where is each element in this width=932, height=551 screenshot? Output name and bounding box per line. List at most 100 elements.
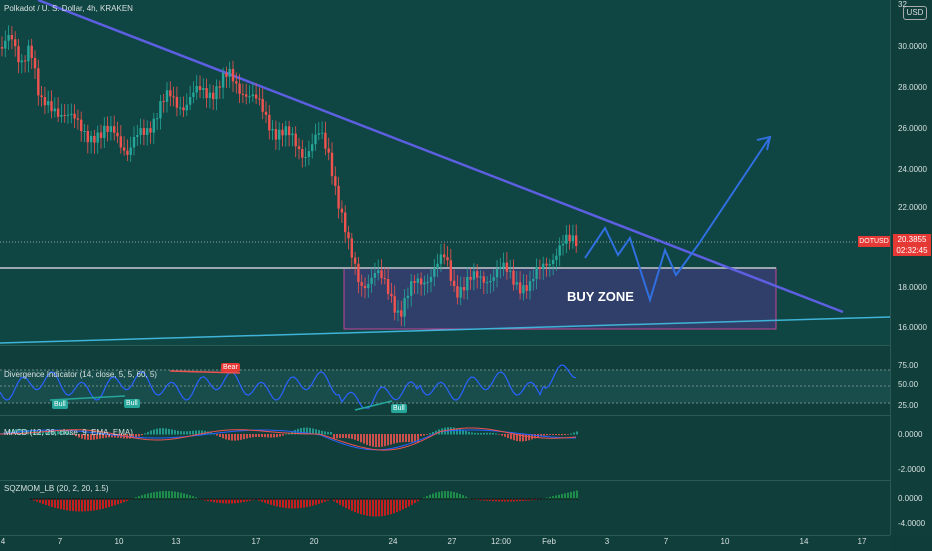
candle-body [373,273,377,278]
macd-histogram-bar [369,434,371,446]
time-tick: 24 [388,537,398,546]
macd-histogram-bar [516,434,518,441]
macd-histogram-bar [402,434,404,443]
squeeze-dot [114,498,116,500]
squeeze-dot [87,498,89,500]
momentum-bar [249,499,251,501]
momentum-bar [387,499,389,516]
squeeze-dot [159,498,161,500]
macd-pane[interactable]: MACD (12, 26, close, 9, EMA, EMA) [0,415,890,481]
squeeze-dot [441,498,443,500]
macd-histogram-bar [99,434,101,439]
price-label: 26.0000 [898,124,927,133]
candle-body [202,88,205,90]
squeeze-dot [120,498,122,500]
symbol-info: Polkadot / U. S. Dollar, 4h, KRAKEN [4,4,133,13]
squeeze-dot [264,498,266,500]
momentum-bar [213,499,215,503]
candle-body [142,128,146,135]
macd-histogram-bar [564,434,566,436]
squeeze-dot [486,498,488,500]
momentum-bar [318,499,320,504]
macd-chart [0,427,578,451]
symbol-tag: DOTUSD [858,236,890,247]
divergence-indicator-pane[interactable]: Divergence Indicator (14, close, 5, 5, 6… [0,345,890,416]
momentum-bar [120,499,122,504]
candle-body [518,282,522,294]
squeeze-dot [297,498,299,500]
candle-body [558,245,561,256]
macd-histogram-bar [495,433,497,435]
macd-histogram-bar [528,434,530,441]
squeeze-dot [504,498,506,500]
candle-body [152,118,155,133]
candle-body [337,185,340,209]
squeeze-dot [390,498,392,500]
momentum-bar [57,499,59,509]
macd-histogram-bar [465,431,467,435]
squeeze-dot [429,498,431,500]
squeeze-dot [291,498,293,500]
momentum-bar [384,499,386,516]
squeeze-dot [339,498,341,500]
macd-histogram-bar [534,434,536,439]
macd-histogram-bar [102,434,104,439]
squeeze-dot [360,498,362,500]
candle-body [403,298,406,317]
momentum-bar [81,499,83,512]
momentum-bar [108,499,110,508]
candle-body [4,40,7,49]
candle-body [268,114,271,131]
macd-histogram-bar [576,431,578,435]
currency-button[interactable]: USD [903,6,927,20]
squeeze-dot [255,498,257,500]
momentum-bar [381,499,383,517]
candle-body [291,133,294,136]
price-scale[interactable] [890,0,932,535]
candle-body [60,115,63,117]
candle-body [172,96,175,98]
candle-body [545,263,548,266]
macd-histogram-bar [234,434,236,441]
momentum-bar [417,499,419,502]
macd-histogram-bar [132,434,134,439]
momentum-bar [75,499,77,512]
candle-body [30,45,33,59]
bear-badge: Bear [221,363,240,372]
candle-body [179,107,182,109]
price-label: 24.0000 [898,165,927,174]
squeeze-dot [99,498,101,500]
macd-histogram-bar [276,434,278,438]
macd-histogram-bar [114,434,116,438]
candle-body [238,83,241,94]
main-chart-pane[interactable]: Polkadot / U. S. Dollar, 4h, KRAKEN BUY … [0,0,890,345]
candle-body [459,287,462,298]
candle-body [423,282,426,285]
price-chart[interactable] [0,0,890,345]
squeeze-dot [75,498,77,500]
momentum-bar [261,499,263,502]
squeeze-momentum-pane[interactable]: SQZMOM_LB (20, 2, 20, 1.5) [0,480,890,536]
squeeze-dot [282,498,284,500]
macd-scale-label: -2.0000 [898,465,926,474]
macd-title: MACD (12, 26, close, 9, EMA, EMA) [4,428,133,437]
candle-body [324,132,327,149]
time-axis[interactable] [0,535,890,551]
squeeze-dot [495,498,497,500]
candle-body [433,268,436,277]
squeeze-dot [507,498,509,500]
macd-histogram-bar [306,427,308,435]
momentum-bar [309,499,311,507]
momentum-bar [372,499,374,517]
squeeze-dot [63,498,65,500]
macd-histogram-bar [489,432,491,435]
macd-histogram-bar [72,434,74,435]
candle-body [258,98,261,100]
momentum-bar [276,499,278,507]
momentum-bar [180,492,182,500]
time-tick: 7 [663,537,669,546]
squeeze-dot [228,498,230,500]
squeeze-dot [414,498,416,500]
macd-histogram-bar [348,434,350,439]
candle-body [23,60,27,62]
